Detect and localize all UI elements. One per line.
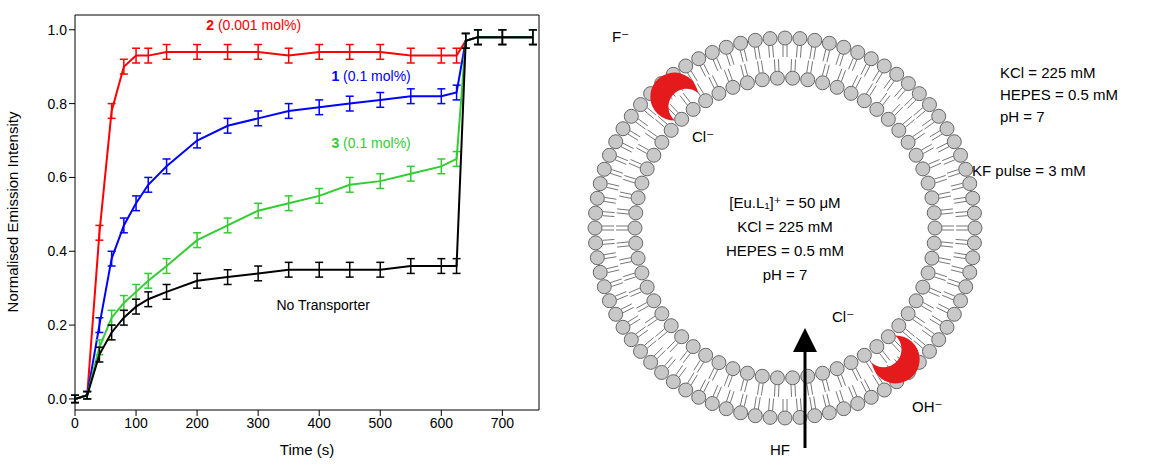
svg-text:pH = 7: pH = 7	[763, 266, 808, 283]
svg-text:HF: HF	[770, 441, 790, 458]
svg-text:[Eu.L₁]⁺ = 50 μM: [Eu.L₁]⁺ = 50 μM	[729, 194, 840, 211]
svg-text:0.2: 0.2	[48, 317, 68, 333]
svg-text:No Transporter: No Transporter	[276, 297, 370, 313]
svg-text:KCl = 225 mM: KCl = 225 mM	[1000, 64, 1095, 81]
svg-text:600: 600	[430, 415, 454, 431]
svg-text:0.6: 0.6	[48, 169, 68, 185]
svg-text:OH⁻: OH⁻	[912, 398, 942, 415]
svg-text:500: 500	[369, 415, 393, 431]
svg-text:Cl⁻: Cl⁻	[692, 128, 714, 145]
svg-text:pH = 7: pH = 7	[1000, 108, 1045, 125]
svg-text:0.0: 0.0	[48, 391, 68, 407]
svg-text:KCl = 225 mM: KCl = 225 mM	[737, 218, 832, 235]
svg-text:KF pulse = 3 mM: KF pulse = 3 mM	[972, 162, 1086, 179]
svg-text:Normalised Emission Intensity: Normalised Emission Intensity	[4, 111, 21, 312]
svg-text:HEPES = 0.5 mM: HEPES = 0.5 mM	[726, 242, 844, 259]
svg-text:700: 700	[491, 415, 515, 431]
svg-text:1 (0.1 mol%): 1 (0.1 mol%)	[331, 68, 410, 84]
svg-text:0: 0	[71, 415, 79, 431]
svg-text:300: 300	[246, 415, 270, 431]
svg-text:F⁻: F⁻	[612, 28, 629, 45]
svg-text:Cl⁻: Cl⁻	[832, 308, 854, 325]
svg-text:400: 400	[308, 415, 332, 431]
svg-text:0.8: 0.8	[48, 96, 68, 112]
svg-text:Time (s): Time (s)	[280, 441, 334, 458]
svg-text:100: 100	[124, 415, 148, 431]
svg-text:1.0: 1.0	[48, 22, 68, 38]
svg-text:200: 200	[185, 415, 209, 431]
svg-text:2 (0.001 mol%): 2 (0.001 mol%)	[206, 17, 301, 33]
svg-text:3 (0.1 mol%): 3 (0.1 mol%)	[331, 135, 410, 151]
svg-text:HEPES = 0.5 mM: HEPES = 0.5 mM	[1000, 86, 1118, 103]
svg-text:0.4: 0.4	[48, 243, 68, 259]
